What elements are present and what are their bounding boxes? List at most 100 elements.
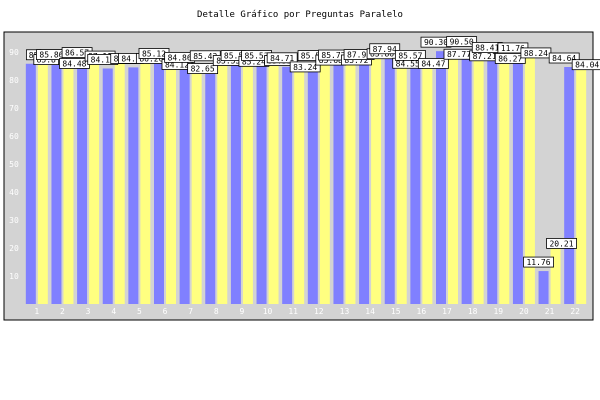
- bar-series-2: [63, 67, 74, 305]
- bar-series-1: [51, 63, 62, 305]
- value-label: 84.48: [62, 59, 86, 68]
- value-label: 84.86: [168, 53, 192, 62]
- value-label: 86.26: [139, 54, 163, 63]
- y-tick-label: 80: [9, 76, 19, 85]
- value-label: 84.71: [270, 54, 294, 63]
- bar-series-1: [307, 64, 318, 304]
- value-label-box: [417, 58, 449, 69]
- bar-series-1: [487, 56, 498, 305]
- value-label: 87.77: [447, 50, 471, 59]
- bar-series-2: [89, 60, 100, 305]
- bar-series-1: [282, 66, 293, 304]
- value-label-box: [394, 50, 426, 61]
- bar-series-1: [564, 67, 575, 305]
- value-label: 20.21: [549, 239, 573, 248]
- bar-series-1: [25, 63, 36, 305]
- bar-series-2: [371, 57, 382, 304]
- value-label: 84.04: [575, 61, 599, 70]
- bar-series-2: [448, 58, 458, 304]
- y-tick-label: 20: [9, 244, 19, 253]
- value-label: 85.86: [370, 50, 394, 59]
- y-tick-label: 50: [9, 160, 19, 169]
- x-tick-label: 12: [314, 307, 324, 316]
- value-label: 85.8: [37, 56, 56, 65]
- y-tick-label: 90: [9, 48, 19, 57]
- x-tick-label: 20: [519, 307, 529, 316]
- bar-series-2: [114, 62, 125, 304]
- bar-series-2: [345, 63, 356, 304]
- x-tick-label: 22: [570, 307, 580, 316]
- value-label-box: [548, 52, 580, 64]
- bar-series-1: [333, 64, 344, 304]
- value-label: 86.57: [65, 49, 89, 58]
- value-label-box: [446, 36, 478, 47]
- value-label: 85.68: [319, 56, 343, 65]
- x-tick-label: 18: [468, 307, 478, 316]
- x-tick-label: 10: [263, 307, 273, 316]
- chart-title: Detalle Gráfico por Preguntas Paralelo: [197, 10, 403, 20]
- bar-series-1: [77, 61, 88, 304]
- x-tick-label: 3: [86, 307, 91, 316]
- value-label: 88.24: [524, 49, 548, 58]
- bar-series-2: [524, 56, 535, 304]
- bar-series-2: [294, 70, 305, 304]
- value-label: 85.53: [244, 52, 268, 61]
- y-tick-label: 30: [9, 216, 19, 225]
- bar-series-1: [359, 63, 370, 305]
- x-tick-label: 7: [188, 307, 193, 316]
- value-label: 84.11: [91, 55, 115, 64]
- value-label: 85.72: [344, 56, 368, 65]
- bar-series-2: [166, 68, 176, 305]
- value-label: 88.41: [475, 43, 499, 52]
- value-label-box: [369, 43, 401, 55]
- value-label-box: [546, 238, 577, 249]
- value-label: 84.12: [165, 60, 189, 69]
- value-label: 87.21: [473, 52, 497, 61]
- bar-series-2: [191, 72, 202, 304]
- value-label: 85.5: [301, 52, 320, 61]
- bar-series-1: [538, 271, 549, 304]
- value-label: 85.5: [224, 52, 243, 61]
- value-label-box: [187, 63, 219, 74]
- x-tick-label: 5: [137, 307, 142, 316]
- value-label: 11.76: [526, 258, 550, 267]
- bar-series-2: [550, 247, 561, 304]
- y-tick-label: 60: [9, 132, 19, 141]
- value-label: 82.65: [191, 65, 215, 74]
- bar-series-2: [242, 65, 253, 304]
- bar-series-2: [396, 67, 407, 304]
- value-label: 84.55: [396, 59, 420, 68]
- bar-series-1: [384, 57, 395, 304]
- x-tick-label: 15: [391, 307, 401, 316]
- x-tick-label: 8: [214, 307, 219, 316]
- bar-series-1: [205, 64, 216, 305]
- x-tick-label: 2: [60, 307, 65, 316]
- value-label: 87.94: [373, 45, 397, 54]
- x-tick-label: 11: [288, 307, 298, 316]
- x-tick-label: 16: [417, 307, 427, 316]
- value-label: 86.27: [498, 54, 522, 63]
- y-tick-label: 70: [9, 104, 19, 113]
- y-tick-label: 40: [9, 188, 19, 197]
- value-label: 85.43: [193, 52, 217, 61]
- bar-series-2: [37, 63, 48, 305]
- x-tick-label: 14: [365, 307, 375, 316]
- x-tick-label: 6: [163, 307, 168, 316]
- bar-series-2: [140, 62, 151, 304]
- value-label: 84.47: [421, 59, 445, 68]
- bar-series-1: [179, 66, 190, 304]
- value-label: 84.64: [552, 54, 576, 63]
- bar-series-1: [230, 64, 241, 304]
- bar-series-2: [217, 64, 228, 305]
- value-label: 87.95: [347, 51, 371, 60]
- x-tick-label: 19: [493, 307, 503, 316]
- value-label: 85.24: [242, 57, 266, 66]
- value-label-box: [571, 59, 600, 71]
- bar-series-1: [410, 64, 421, 305]
- x-tick-label: 4: [111, 307, 116, 316]
- value-label: 85.72: [321, 51, 345, 60]
- y-tick-label: 10: [9, 272, 19, 281]
- bar-series-2: [319, 64, 330, 304]
- bar-series-2: [576, 68, 587, 304]
